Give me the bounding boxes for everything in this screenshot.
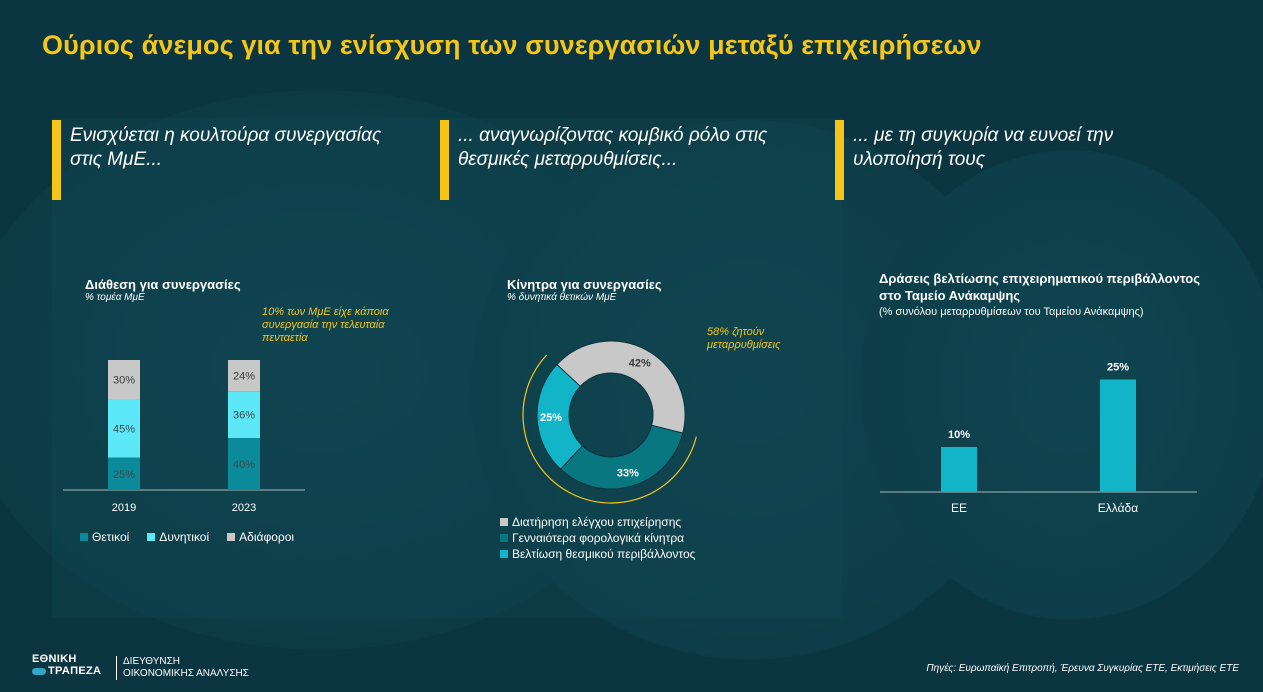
bar-data-label: 40%: [233, 459, 255, 471]
chart1-note: 10% των ΜμΕ είχε κάποια συνεργασία την τ…: [262, 306, 389, 344]
accent-bar: [52, 120, 61, 200]
source-note: Πηγές: Ευρωπαϊκή Επιτροπή, Έρευνα Συγκυρ…: [926, 663, 1239, 674]
legend-item: Διατήρηση ελέγχου επιχείρησης: [500, 515, 695, 529]
legend-label: Αδιάφοροι: [239, 530, 295, 544]
legend-swatch: [500, 550, 508, 558]
page-title: Ούριος άνεμος για την ενίσχυση των συνερ…: [42, 30, 982, 60]
legend-swatch: [500, 534, 508, 542]
bar-data-label: 25%: [1107, 362, 1129, 374]
logo-line2: ΤΡΑΠΕΖΑ: [32, 665, 101, 677]
section-header-3: ... με τη συγκυρία να ευνοεί την υλοποίη…: [835, 120, 1165, 200]
legend-swatch: [500, 518, 508, 526]
chart2-legend: Διατήρηση ελέγχου επιχείρησης Γενναιότερ…: [500, 515, 695, 563]
bar-Ελλάδα: [1100, 379, 1136, 492]
legend-item: Θετικοί: [80, 530, 129, 544]
bar-data-label: 25%: [113, 469, 135, 481]
footer-divider: [116, 656, 117, 680]
accent-bar: [835, 120, 844, 200]
section-heading: ... αναγνωρίζοντας κομβικό ρόλο στις θεσ…: [458, 125, 768, 170]
chart3-title: Δράσεις βελτίωσης επιχειρηματικού περιβά…: [879, 271, 1200, 303]
x-tick-label: 2023: [232, 502, 256, 514]
chart2-subtitle: % δυνητικά θετικών ΜμΕ: [507, 292, 617, 303]
panel-background: [52, 118, 842, 618]
chart3-subtitle: (% συνόλου μεταρρυθμίσεων του Ταμείου Αν…: [879, 306, 1144, 318]
bar-data-label: 24%: [233, 371, 255, 383]
slice-data-label: 25%: [540, 412, 562, 424]
legend-label: Βελτίωση θεσμικού περιβάλλοντος: [512, 547, 696, 561]
bank-logo: ΕΘΝΙΚΗ ΤΡΑΠΕΖΑ: [32, 653, 101, 677]
highlight-arc: [522, 354, 697, 504]
chart2-note: 58% ζητούν μεταρρυθμίσεις: [707, 326, 781, 351]
bar-segment-Δυνητικοί: [228, 391, 260, 438]
legend-label: Διατήρηση ελέγχου επιχείρησης: [512, 515, 682, 529]
donut-slice-2: [559, 424, 684, 490]
legend-swatch: [227, 533, 236, 541]
legend-label: Γενναιότερα φορολογικά κίνητρα: [512, 531, 685, 545]
bar-data-label: 45%: [113, 423, 135, 435]
bar-data-label: 30%: [113, 375, 135, 387]
legend-item: Βελτίωση θεσμικού περιβάλλοντος: [500, 547, 695, 561]
chart1-legend: Θετικοί Δυνητικοί Αδιάφοροι: [80, 530, 312, 546]
donut-slice-1: [556, 340, 686, 434]
chart1-title: Διάθεση για συνεργασίες: [85, 277, 241, 292]
bar-segment-Αδιάφοροι: [108, 360, 140, 399]
legend-item: Δυνητικοί: [147, 530, 209, 544]
legend-label: Θετικοί: [92, 530, 130, 544]
x-tick-label: Ελλάδα: [1098, 501, 1138, 515]
bar-segment-Θετικοί: [228, 438, 260, 490]
legend-item: Αδιάφοροι: [227, 530, 294, 544]
logo-mark-icon: [32, 667, 46, 675]
logo-line1: ΕΘΝΙΚΗ: [32, 653, 77, 665]
legend-label: Δυνητικοί: [159, 530, 210, 544]
bar-segment-Θετικοί: [108, 457, 140, 490]
bar-ΕΕ: [941, 447, 977, 492]
chart1-subtitle: % τομέα ΜμΕ: [85, 292, 145, 303]
section-heading: Ενισχύεται η κουλτούρα συνεργασίας στις …: [70, 125, 382, 170]
x-tick-label: 2019: [112, 502, 136, 514]
x-tick-label: ΕΕ: [951, 501, 967, 515]
legend-swatch: [80, 533, 88, 541]
accent-bar: [440, 120, 449, 200]
section-header-2: ... αναγνωρίζοντας κομβικό ρόλο στις θεσ…: [440, 120, 770, 200]
bar-data-label: 36%: [233, 410, 255, 422]
section-header-1: Ενισχύεται η κουλτούρα συνεργασίας στις …: [52, 120, 382, 200]
bar-data-label: 10%: [948, 429, 970, 441]
legend-swatch: [147, 533, 156, 541]
bar-segment-Δυνητικοί: [108, 399, 140, 458]
donut-slice-3: [536, 363, 584, 470]
slice-data-label: 42%: [629, 357, 651, 369]
section-heading: ... με τη συγκυρία να ευνοεί την υλοποίη…: [853, 125, 1114, 170]
department-name: ΔΙΕΥΘΥΝΣΗ ΟΙΚΟΝΟΜΙΚΗΣ ΑΝΑΛΥΣΗΣ: [123, 656, 249, 679]
slice-data-label: 33%: [617, 468, 639, 480]
legend-item: Γενναιότερα φορολογικά κίνητρα: [500, 531, 695, 545]
chart2-title: Κίνητρα για συνεργασίες: [507, 277, 662, 292]
bar-segment-Αδιάφοροι: [228, 360, 260, 392]
